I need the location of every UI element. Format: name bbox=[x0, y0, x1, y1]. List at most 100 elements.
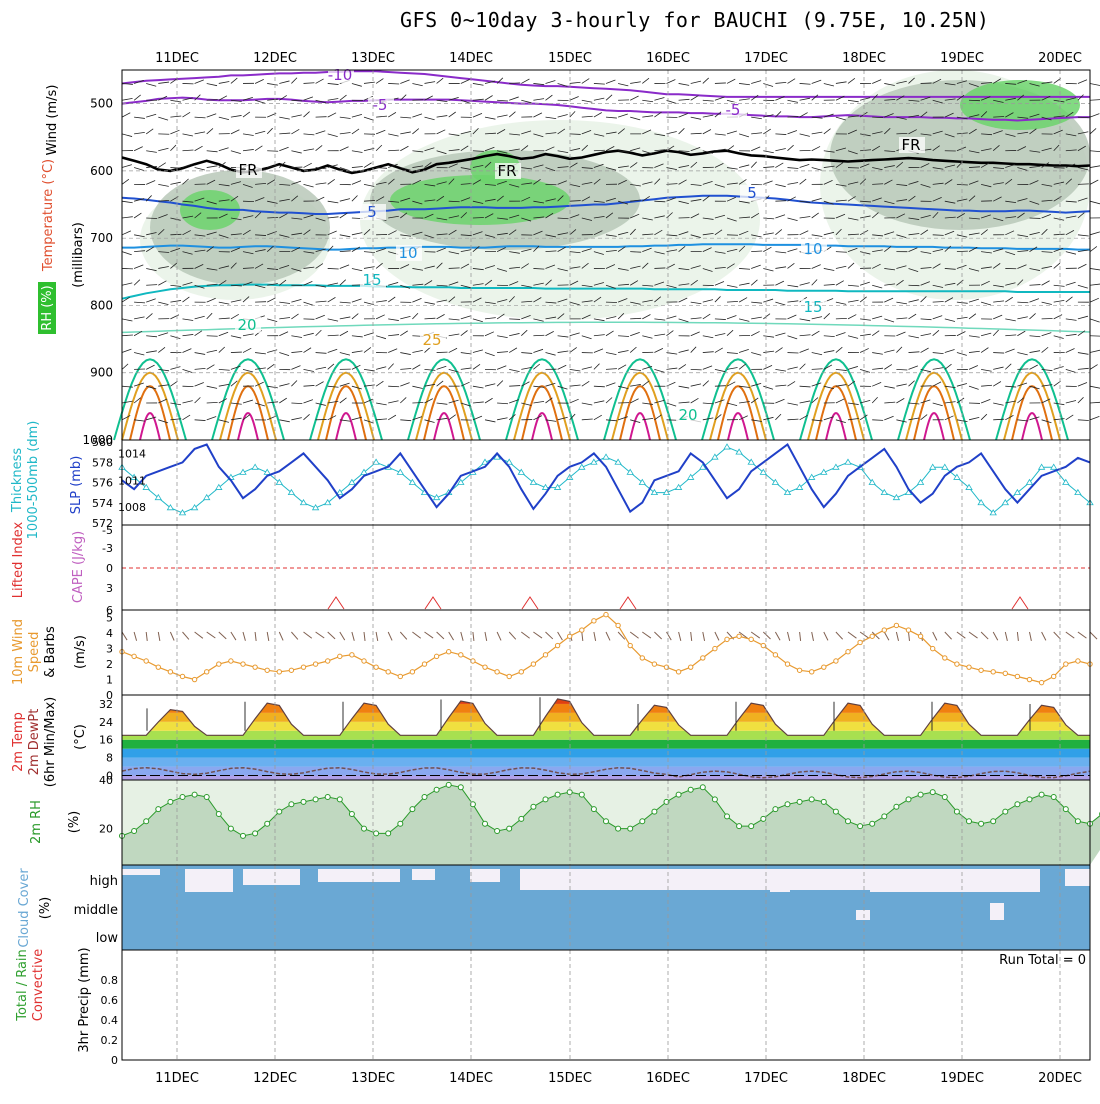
wind-barb bbox=[691, 96, 699, 101]
wind-barb bbox=[291, 366, 300, 370]
wind-barb bbox=[993, 301, 1004, 302]
wind-barb bbox=[606, 80, 615, 83]
wind-barb bbox=[594, 335, 605, 336]
wind-barb bbox=[860, 334, 871, 336]
wind10-barb bbox=[195, 632, 203, 638]
wind-barb bbox=[691, 369, 702, 370]
wind-barb bbox=[279, 147, 288, 151]
wind-barb bbox=[763, 181, 772, 185]
wind-barb bbox=[340, 398, 347, 403]
wind-barb bbox=[618, 365, 626, 370]
rh2m-point bbox=[410, 807, 415, 812]
panel-frame-slp bbox=[122, 440, 1090, 525]
day-label-top: 12DEC bbox=[253, 51, 297, 66]
wind-barb bbox=[558, 114, 568, 117]
wind-barb bbox=[231, 300, 241, 302]
li-spike bbox=[522, 597, 538, 609]
lifted-index-label-line: Lifted Index bbox=[11, 521, 26, 598]
wind-axis-label: Wind (m/s) bbox=[45, 85, 60, 156]
cloud-gap bbox=[856, 910, 870, 920]
temp-band bbox=[122, 749, 1090, 758]
wind-barb bbox=[195, 80, 204, 84]
wind10-point bbox=[168, 670, 172, 674]
wind-barb bbox=[449, 201, 460, 202]
wind-barb bbox=[170, 100, 181, 102]
wind-barb bbox=[812, 146, 820, 150]
wind-barb bbox=[509, 333, 519, 335]
wind-barb bbox=[207, 350, 217, 352]
wind-barb bbox=[328, 217, 339, 218]
wind10-point bbox=[289, 668, 293, 672]
wind10-barb bbox=[884, 632, 889, 640]
wind-barb bbox=[412, 114, 422, 117]
wind-barb bbox=[775, 369, 786, 371]
wind-barb bbox=[473, 350, 483, 353]
wind-barb bbox=[195, 353, 206, 355]
wind-barb bbox=[642, 100, 653, 101]
thickness-point bbox=[603, 454, 609, 459]
wind10-barb bbox=[945, 632, 952, 639]
wind10-point bbox=[676, 670, 680, 674]
wind-barb bbox=[800, 401, 810, 403]
wind-barb bbox=[243, 369, 253, 372]
wind10-point bbox=[531, 662, 535, 666]
rh2m-point bbox=[676, 792, 681, 797]
wind-barb bbox=[219, 332, 228, 336]
chart-title: GFS 0~10day 3-hourly for BAUCHI (9.75E, … bbox=[400, 8, 989, 32]
wind-barb bbox=[993, 381, 1001, 386]
wind10-point bbox=[931, 646, 935, 650]
wind-barb bbox=[158, 333, 168, 336]
wind10-barb bbox=[304, 632, 312, 638]
wind10-barb bbox=[316, 632, 325, 638]
wind-barb bbox=[872, 117, 883, 118]
wind-barb bbox=[340, 265, 349, 269]
wind-barb bbox=[412, 365, 420, 370]
wind10-point bbox=[628, 643, 632, 647]
wind-barb bbox=[1078, 235, 1089, 236]
wind-barb bbox=[860, 319, 871, 320]
wind10-barb bbox=[1005, 632, 1007, 641]
rh2m-point bbox=[1003, 809, 1008, 814]
wind-barb bbox=[824, 83, 834, 86]
wind-barb bbox=[872, 420, 883, 421]
wind10-point bbox=[858, 640, 862, 644]
precip-tick: 0.4 bbox=[101, 1014, 119, 1027]
wind-barb bbox=[788, 79, 796, 84]
wind-barb bbox=[727, 301, 738, 302]
wind-barb bbox=[763, 365, 772, 369]
day-label-bottom: 11DEC bbox=[155, 1071, 199, 1086]
wind-barb bbox=[812, 80, 821, 83]
wind-barb bbox=[1090, 284, 1100, 285]
wind-barb bbox=[703, 115, 713, 117]
wind-barb bbox=[570, 134, 581, 135]
wind-barb bbox=[896, 347, 902, 353]
wind-barb bbox=[727, 315, 736, 318]
wind-barb bbox=[243, 400, 253, 403]
wind10-barb bbox=[1054, 632, 1061, 639]
wind10-unit-label-line: (m/s) bbox=[73, 635, 88, 669]
wind-barb bbox=[388, 150, 399, 151]
wind-barb bbox=[122, 335, 133, 336]
isotherm-label: 25 bbox=[422, 331, 441, 349]
isotherm-loop bbox=[826, 413, 846, 440]
rh2m-point bbox=[967, 819, 972, 824]
wind-barb bbox=[909, 336, 919, 338]
wind-barb bbox=[304, 400, 313, 403]
cloud-gap bbox=[185, 869, 233, 892]
wind10-barb bbox=[1090, 632, 1097, 639]
rh2m-point bbox=[906, 797, 911, 802]
precip-tick: 0 bbox=[111, 1054, 118, 1067]
cloud-gap bbox=[318, 869, 400, 882]
wind-barb bbox=[146, 129, 153, 134]
wind10-barb bbox=[800, 632, 801, 641]
wind10-barb bbox=[824, 632, 828, 640]
isotherm-loop bbox=[434, 413, 454, 440]
wind-barb bbox=[739, 83, 750, 84]
wind-barb bbox=[400, 420, 411, 421]
wind-barb bbox=[812, 280, 817, 286]
day-label-bottom: 16DEC bbox=[646, 1071, 690, 1086]
wind-barb bbox=[703, 300, 713, 303]
wind-barb bbox=[170, 145, 176, 151]
wind-barb bbox=[304, 184, 314, 187]
